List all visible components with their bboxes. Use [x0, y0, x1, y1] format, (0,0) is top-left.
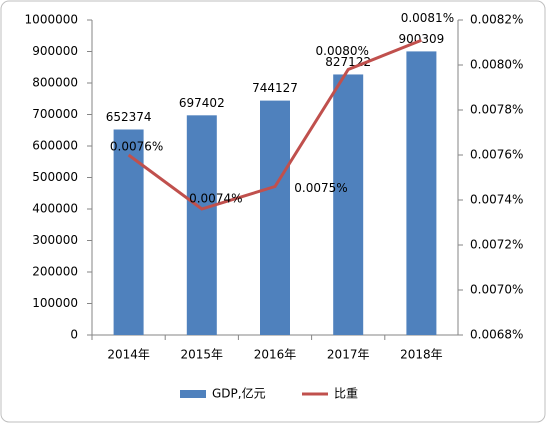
y2-tick-label: 0.0068%	[470, 328, 523, 342]
y-tick-label: 600000	[32, 139, 78, 153]
y2-tick-label: 0.0070%	[470, 283, 523, 297]
y-tick-label: 300000	[32, 233, 78, 247]
bar-value-label: 697402	[179, 96, 225, 110]
bar-value-label: 900309	[398, 32, 444, 46]
x-tick-label: 2014年	[107, 348, 150, 362]
bar-value-label: 744127	[252, 81, 298, 95]
bar	[260, 100, 290, 335]
legend-label: 比重	[334, 387, 358, 401]
y-tick-label: 1000000	[25, 13, 78, 27]
legend-swatch	[180, 390, 206, 398]
y-tick-label: 200000	[32, 265, 78, 279]
y2-tick-label: 0.0074%	[470, 193, 523, 207]
y-tick-label: 700000	[32, 107, 78, 121]
y-tick-label: 800000	[32, 76, 78, 90]
y2-tick-label: 0.0082%	[470, 13, 523, 27]
y-tick-label: 900000	[32, 44, 78, 58]
x-tick-label: 2015年	[181, 348, 224, 362]
line-value-label: 0.0081%	[401, 11, 454, 25]
y2-tick-label: 0.0072%	[470, 238, 523, 252]
x-tick-label: 2018年	[400, 348, 443, 362]
y-tick-label: 500000	[32, 170, 78, 184]
y2-tick-label: 0.0080%	[470, 58, 523, 72]
y2-tick-label: 0.0076%	[470, 148, 523, 162]
y-tick-label: 400000	[32, 202, 78, 216]
line-value-label: 0.0076%	[110, 140, 163, 154]
bar	[406, 51, 437, 336]
line	[127, 38, 422, 211]
line-value-label: 0.0075%	[294, 181, 347, 195]
x-tick-label: 2017年	[327, 348, 370, 362]
bar	[186, 115, 217, 336]
bar	[333, 74, 364, 335]
y-tick-label: 0	[70, 328, 78, 342]
legend-label: GDP,亿元	[212, 386, 266, 401]
line-value-label: 0.0074%	[189, 192, 242, 206]
line-value-label: 0.0080%	[316, 44, 369, 58]
bar	[113, 129, 144, 335]
y-tick-label: 100000	[32, 296, 78, 310]
bar-value-label: 652374	[106, 110, 152, 124]
x-tick-label: 2016年	[254, 348, 297, 362]
y2-tick-label: 0.0078%	[470, 103, 523, 117]
